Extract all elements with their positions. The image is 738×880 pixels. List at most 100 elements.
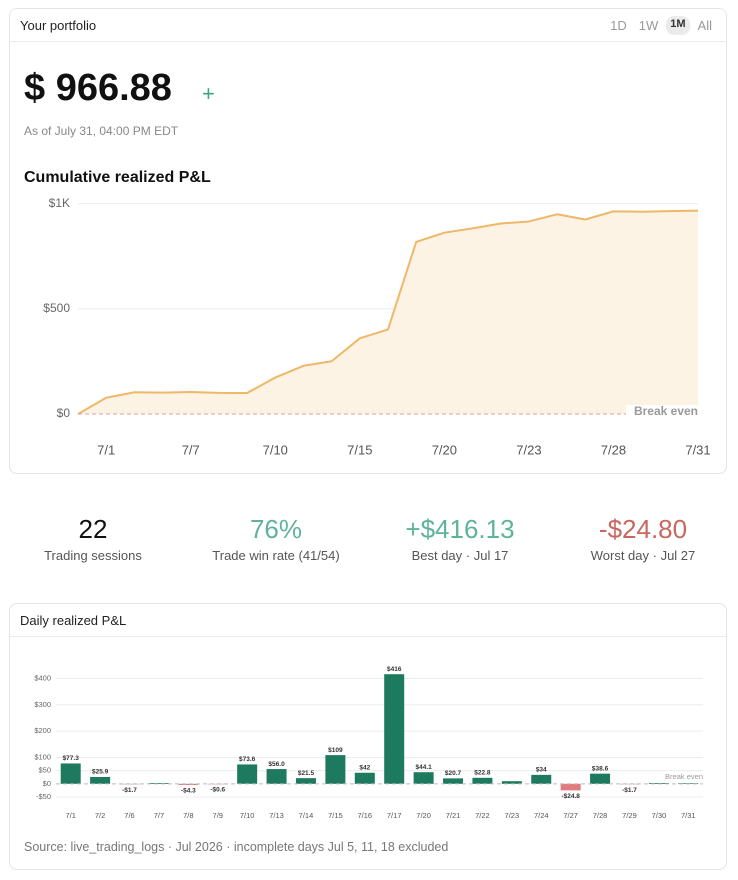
x-tick-label: 7/16 [357,811,372,820]
x-tick-label: 7/10 [240,811,255,820]
timestamp: As of July 31, 04:00 PM EDT [24,124,179,138]
x-tick-label: 7/31 [681,811,696,820]
label-bg [626,405,698,419]
bar [472,777,493,784]
value-label: $20.7 [445,770,462,777]
bar [237,764,258,784]
range-tabs: 1D 1W 1M All [606,15,716,35]
y-tick-label: $1K [49,196,70,210]
x-tick-label: 7/13 [269,811,284,820]
value-label: $416 [387,666,402,673]
x-tick-label: 7/7 [182,442,200,457]
stat-label: Trade win rate (41/54) [212,548,340,563]
value-label: $109 [328,747,343,754]
value-label: -$0.6 [210,787,225,794]
break-even-label: Break even [665,772,703,781]
y-tick-label: $500 [43,301,70,315]
bar [178,783,199,785]
source-note: Source: live_trading_logs · Jul 2026 · i… [24,840,449,854]
daily-card: Daily realized P&L [9,603,727,870]
line [77,209,699,415]
area [78,210,698,414]
x-tick-label: 7/14 [299,811,314,820]
stat: 76% Trade win rate (41/54) [191,514,361,563]
bar [560,783,581,791]
x-tick-label: 7/7 [154,811,164,820]
stat: +$416.13 Best day · Jul 17 [375,514,545,563]
bar [354,772,375,784]
x-tick-label: 7/20 [432,442,457,457]
tab[interactable]: 1W [638,17,659,33]
value-label: $21.5 [298,770,315,777]
x-tick-label: 7/20 [416,811,431,820]
x-tick-label: 7/2 [95,811,105,820]
x-tick-label: 7/6 [124,811,134,820]
card-title: Your portfolio [20,17,97,33]
y-tick-label: $0 [57,406,71,420]
bar [413,772,434,784]
x-tick-label: 7/27 [563,811,578,820]
tab[interactable]: 1M [666,15,690,35]
x-tick-label: 7/10 [263,442,288,457]
y-tick-label: $200 [34,726,51,735]
chart-title: Cumulative realized P&L [24,169,211,186]
stat-value: 22 [78,514,108,544]
bar [531,774,552,784]
bar [443,778,464,784]
x-tick-label: 7/15 [347,442,372,457]
stat-value: 76% [249,514,303,544]
card-header: Daily realized P&L [10,604,726,637]
x-tick-label: 7/24 [534,811,549,820]
daily-chart: -$50 $0 $50 $100 $200 $300 $400 7/1 7/2 7/6 7/7 7/8… [34,666,703,820]
tab[interactable]: 1D [610,17,627,33]
stat-label: Worst day · Jul 27 [590,548,696,563]
bar [60,763,81,784]
break-even-label: Break even [634,404,698,418]
x-tick-label: 7/29 [622,811,637,820]
x-tick-label: 7/17 [387,811,402,820]
x-tick-label: 7/21 [446,811,461,820]
stat: 22 Trading sessions [8,514,178,563]
x-tick-label: 7/23 [505,811,520,820]
x-tick-label: 7/1 [97,442,115,457]
x-tick-label: 7/8 [183,811,193,820]
value-label: $42 [359,764,370,771]
value-label: $38.6 [592,765,609,772]
bar [619,783,640,785]
y-tick-label: $400 [34,673,51,682]
x-tick-label: 7/22 [475,811,490,820]
x-tick-label: 7/15 [328,811,343,820]
stat-value: -$24.80 [598,514,688,544]
card-header: Your portfolio 1D 1W 1M All [10,9,726,42]
value-label: -$1.7 [122,787,137,794]
portfolio-value: $ 966.88 [24,67,172,109]
x-tick-label: 7/28 [601,442,626,457]
bar [295,778,316,784]
stat-label: Trading sessions [44,548,142,563]
y-tick-label: $100 [34,752,51,761]
x-tick-label: 7/23 [516,442,541,457]
x-tick-label: 7/28 [593,811,608,820]
bar [266,769,287,784]
bar [325,755,346,784]
change-indicator: + [202,81,215,106]
cumulative-chart: $0 $500 $1K 7/1 7/7 7/10 7/15 7/20 7/23 7/28 7/31 B… [43,196,710,458]
value-label: $56.0 [268,761,285,768]
x-tick-label: 7/30 [652,811,667,820]
value-label: -$1.7 [622,787,637,794]
stat-label: Best day · Jul 17 [411,548,509,563]
y-tick-label: $0 [43,779,51,788]
bar [501,781,522,784]
bar [590,773,611,784]
stat: -$24.80 Worst day · Jul 27 [558,514,728,563]
value-label: -$4.3 [181,788,196,795]
value-label: $73.6 [239,756,256,763]
y-tick-label: -$50 [36,792,51,801]
value-label: -$24.8 [561,793,580,800]
stat-value: +$416.13 [405,514,515,544]
tab[interactable]: All [697,17,712,33]
value-label: $25.9 [92,769,109,776]
bar [148,783,169,784]
y-tick-label: $300 [34,700,51,709]
